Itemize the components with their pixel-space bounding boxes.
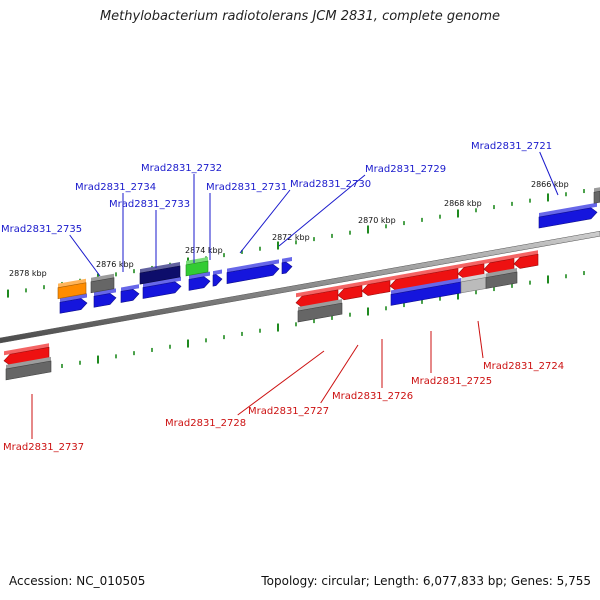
gene-arrow-bevel	[94, 288, 116, 297]
gene-gray	[90, 277, 115, 294]
gene-gray	[5, 360, 52, 381]
gene-Mrad2831_2728-bevel	[296, 285, 338, 298]
scale-label: 2870 kbp	[358, 216, 396, 225]
gene-features	[3, 187, 600, 381]
scale-label: 2874 kbp	[185, 246, 223, 255]
gene-label-Mrad2831_2737: Mrad2831_2737	[3, 442, 84, 453]
gene-arrow	[281, 261, 293, 275]
gene-Mrad2831_2726-bevel	[362, 276, 390, 286]
gene-label-Mrad2831_2724: Mrad2831_2724	[483, 361, 564, 372]
gene-Mrad2831_2733-bevel	[140, 261, 180, 274]
gene-label-Mrad2831_2729: Mrad2831_2729	[365, 164, 446, 175]
gene-arrow-red-bevel	[484, 254, 514, 264]
gene-Mrad2831_2733	[139, 265, 181, 285]
gene-Mrad2831_2734	[142, 281, 182, 299]
genome-title: Methylobacterium radiotolerans JCM 2831,…	[99, 9, 501, 24]
gene-label-Mrad2831_2721: Mrad2831_2721	[471, 141, 552, 152]
gene-arrow-bevel	[213, 269, 222, 276]
gene-arrow-red-bevel	[458, 259, 484, 269]
gene-label-Mrad2831_2725: Mrad2831_2725	[411, 376, 492, 387]
backbone-line	[0, 230, 600, 344]
gene-lightgray-bevel	[461, 273, 486, 282]
gene-label-Mrad2831_2733: Mrad2831_2733	[109, 199, 190, 210]
gene-gray-bevel	[486, 267, 517, 278]
scale-label: 2876 kbp	[96, 260, 134, 269]
gene-label-Mrad2831_2728: Mrad2831_2728	[165, 418, 246, 429]
gene-gray-bevel	[91, 273, 114, 282]
gene-Mrad2831_2732-adj-bevel	[189, 271, 210, 280]
leader-line	[320, 344, 359, 404]
gene-Mrad2831_2721-bevel	[539, 202, 597, 218]
accession-text: Accession: NC_010505	[9, 574, 146, 588]
gene-Mrad2831_2724-bevel	[514, 250, 538, 259]
leader-line	[69, 234, 101, 277]
gene-arrow-red-bevel	[390, 264, 458, 281]
gene-gray-edge-bevel	[594, 187, 600, 193]
leader-line	[239, 189, 291, 254]
gene-Mrad2831_2735	[59, 298, 88, 314]
leader-line	[539, 151, 559, 196]
leader-line	[278, 174, 366, 247]
gene-label-Mrad2831_2731: Mrad2831_2731	[206, 182, 287, 193]
gene-Mrad2831_2721	[538, 207, 598, 229]
gene-orange	[57, 282, 87, 300]
gene-gray-bevel	[298, 299, 342, 311]
gene-arrow-bevel	[121, 284, 139, 292]
gene-Mrad2831_2737-bevel	[4, 343, 49, 356]
gene-label-Mrad2831_2735: Mrad2831_2735	[1, 224, 82, 235]
gene-arrow-bevel	[282, 257, 292, 263]
leader-line	[477, 320, 484, 359]
gene-gray	[485, 271, 518, 289]
gene-Mrad2831_2725-bevel	[391, 277, 461, 295]
leader-line	[237, 350, 325, 416]
scale-label: 2868 kbp	[444, 199, 482, 208]
gene-label-Mrad2831_2730: Mrad2831_2730	[290, 179, 371, 190]
gene-label-Mrad2831_2732: Mrad2831_2732	[141, 163, 222, 174]
scale-label: 2866 kbp	[531, 180, 569, 189]
gene-label-Mrad2831_2726: Mrad2831_2726	[332, 391, 413, 402]
gene-labels: Mrad2831_2735 Mrad2831_2734 Mrad2831_2733 M…	[1, 141, 564, 453]
gene-Mrad2831_2732-bevel	[186, 256, 208, 265]
gene-gray-edge	[593, 190, 600, 204]
gene-arrow	[212, 274, 223, 287]
gene-Mrad2831_2735-bevel	[60, 293, 87, 303]
gene-gray-bevel	[6, 356, 51, 369]
gene-label-Mrad2831_2727: Mrad2831_2727	[248, 406, 329, 417]
gene-Mrad2831_2732-adj	[188, 276, 211, 291]
gene-Mrad2831_2724	[513, 253, 539, 269]
gene-Mrad2831_2731	[226, 264, 280, 284]
gene-Mrad2831_2732	[185, 260, 209, 277]
topology-text: Topology: circular; Length: 6,077,833 bp…	[261, 574, 591, 588]
gene-Mrad2831_2731-bevel	[227, 259, 279, 273]
gene-arrow	[120, 289, 140, 303]
gene-Mrad2831_2727-bevel	[338, 281, 362, 290]
gene-label-Mrad2831_2734: Mrad2831_2734	[75, 182, 156, 193]
scale-label: 2878 kbp	[9, 269, 47, 278]
gene-gray	[297, 302, 343, 323]
gene-Mrad2831_2734-bevel	[143, 276, 181, 288]
genome-backbone	[0, 230, 600, 344]
scale-label: 2872 kbp	[272, 233, 310, 242]
gene-arrow	[93, 293, 117, 308]
gene-orange-bevel	[58, 278, 86, 288]
